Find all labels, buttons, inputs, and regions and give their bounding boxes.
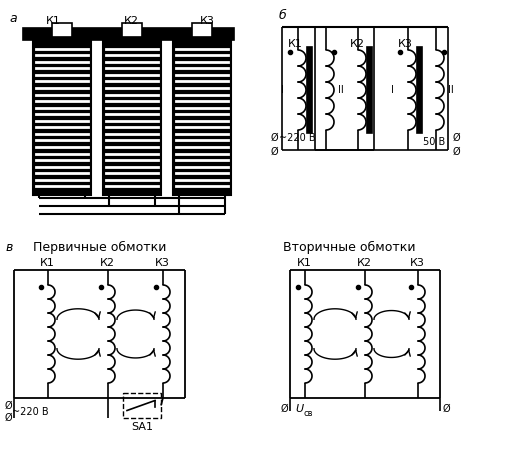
Text: Ø: Ø (442, 404, 450, 414)
Text: К2: К2 (124, 16, 139, 26)
Bar (122, 23, 142, 37)
Bar (103, 40, 161, 195)
Text: б: б (279, 9, 287, 22)
Text: К1: К1 (40, 258, 55, 268)
Text: Ø: Ø (4, 401, 12, 411)
Text: К3: К3 (155, 258, 170, 268)
Text: К2: К2 (357, 258, 372, 268)
Text: SA1: SA1 (131, 422, 153, 432)
Text: К2: К2 (100, 258, 115, 268)
Bar (52, 23, 72, 37)
Text: Вторичные обмотки: Вторичные обмотки (283, 241, 415, 254)
Bar (33, 40, 91, 195)
Text: 50 В: 50 В (423, 137, 445, 147)
Text: Ø: Ø (4, 413, 12, 423)
Bar (23, 28, 234, 40)
Bar (173, 40, 231, 195)
Text: Первичные обмотки: Первичные обмотки (33, 241, 167, 254)
Text: II: II (448, 85, 454, 95)
Text: а: а (9, 12, 16, 25)
Text: св: св (303, 408, 312, 417)
Text: Ø: Ø (280, 404, 288, 414)
Text: К1: К1 (46, 16, 61, 26)
Text: I: I (391, 85, 394, 95)
Bar (192, 23, 212, 37)
Bar (367, 47, 372, 133)
Text: К1: К1 (297, 258, 312, 268)
Text: Ø: Ø (452, 147, 460, 157)
Text: К3: К3 (398, 39, 413, 49)
Text: ~220 В: ~220 В (279, 133, 315, 143)
Text: II: II (338, 85, 344, 95)
Text: ~220 В: ~220 В (12, 407, 48, 417)
Bar (123, 393, 161, 418)
Text: в: в (6, 241, 13, 254)
Text: К2: К2 (350, 39, 365, 49)
Text: К3: К3 (200, 16, 215, 26)
Text: Ø: Ø (270, 133, 278, 143)
Bar (417, 47, 422, 133)
Bar (307, 47, 312, 133)
Text: К3: К3 (410, 258, 425, 268)
Text: Ø: Ø (270, 147, 278, 157)
Text: К1: К1 (288, 39, 303, 49)
Text: U: U (295, 404, 303, 414)
Text: I: I (281, 85, 284, 95)
Text: Ø: Ø (452, 133, 460, 143)
